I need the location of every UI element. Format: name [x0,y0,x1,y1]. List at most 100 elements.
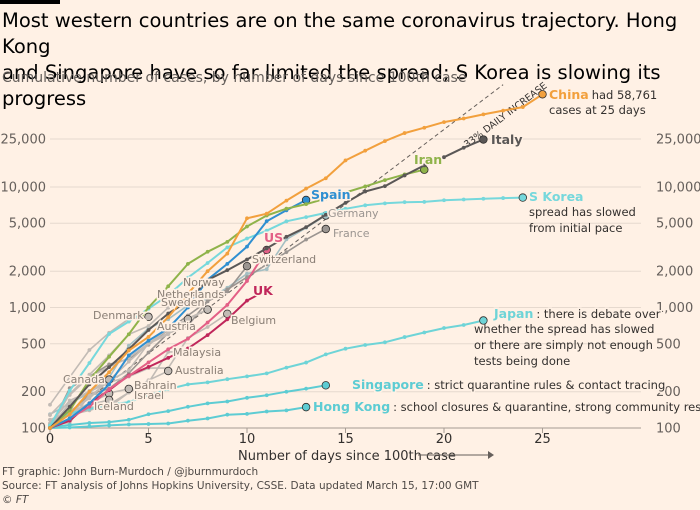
series-hongkong-end-marker [301,402,311,412]
note-singapore: : strict quarantine rules & contact trac… [427,378,666,392]
x-axis-arrow-head [488,451,494,459]
series-sweden-point-6 [166,332,171,337]
series-skorea-point-2 [87,361,92,365]
reference-line-33pct [49,84,504,429]
label-hongkong: Hong Kong [313,399,390,414]
series-china-point-1 [67,412,72,417]
series-skorea-end-marker [518,193,527,202]
series-singapore-point-7 [186,404,190,409]
series-china-end-marker [538,90,547,99]
note-japan-line2: whether the spread has slowed [474,322,654,336]
series-australia-point-5 [146,378,151,383]
series-skorea-point-12 [284,219,289,224]
series-china-point-23 [501,108,505,113]
series-japan-point-19 [422,330,427,335]
series-iran-point-16 [363,184,368,189]
series-germany-point-4 [126,343,131,348]
series-italy-point-3 [107,365,111,370]
series-singapore-point-9 [225,399,230,404]
series-japan-point-20 [442,326,446,330]
series-singapore-point-3 [107,420,111,424]
series-norway-point-5 [146,324,151,328]
series-skorea-point-23 [501,196,505,200]
series-italy-end-marker [479,135,488,144]
series-uk-end-marker [262,286,271,295]
series-japan-point-13 [304,360,308,365]
series-singapore-point-4 [126,417,131,422]
series-austria-point-4 [126,368,131,373]
series-iceland-point-0 [48,417,52,422]
series-italy-point-1 [67,404,72,409]
series-iran-point-13 [304,202,308,207]
label-china: China [549,87,589,102]
series-bahrain-end-marker [124,384,133,394]
x-tick-label-10: 10 [239,432,256,447]
series-iran-point-8 [205,249,210,254]
note-china: had 58,761 [592,88,658,102]
series-hongkong-point-8 [205,416,210,421]
label-germany: Germany [328,207,379,220]
series-hongkong-line [49,406,308,429]
chart-title: Most western countries are on the same c… [2,8,698,112]
series-china-point-20 [442,120,446,125]
ft-topbar [0,0,60,4]
series-switzerland-point-9 [225,289,230,294]
series-japan-point-7 [186,382,190,387]
series-italy-point-13 [304,225,308,230]
series-skorea-point-22 [481,196,486,201]
y-tick-label-left-100: 100 [21,422,46,437]
series-sweden-point-4 [126,359,131,364]
series-us-point-9 [225,303,230,307]
label-spain: Spain [311,187,351,202]
series-italy-point-14 [323,212,328,217]
series-china-point-12 [284,198,289,203]
series-japan-point-11 [264,371,269,376]
series-china-line [49,93,544,429]
series-us-point-6 [166,347,171,352]
series-netherlands-point-0 [48,413,52,417]
footer: FT graphic: John Burn-Murdoch / @jburnmu… [2,465,479,507]
series-uk-point-7 [186,346,190,351]
series-spain-point-11 [264,219,269,224]
series-italy-point-5 [146,328,151,332]
x-tick-label-0: 0 [46,432,54,447]
footer-credit: FT graphic: John Burn-Murdoch / @jburnmu… [2,466,259,478]
series-spain-point-5 [146,338,151,343]
series-sweden-end-marker [203,305,212,314]
label-norway: Norway [183,276,225,289]
series-japan-point-4 [126,400,131,405]
series-italy-point-7 [186,299,190,303]
series-us-point-4 [126,374,131,378]
series-belgium-point-1 [67,398,72,403]
series-japan-point-16 [363,343,368,347]
series-japan-point-8 [205,380,210,385]
series-skorea-point-6 [166,293,171,298]
label-uk: UK [253,283,274,298]
series-us-point-7 [186,336,190,341]
series-italy-point-2 [87,382,92,387]
series-japan-point-5 [146,393,151,398]
y-tick-label-left-2000: 2,000 [9,265,46,280]
series-uk-point-10 [245,298,249,303]
series-germany-point-10 [245,271,249,276]
series-iran-point-10 [245,224,249,229]
series-china-point-11 [264,211,269,216]
y-tick-label-left-25000: 25,000 [1,133,47,148]
x-tick-label-15: 15 [337,432,354,447]
label-belgium: Belgium [231,314,276,327]
series-singapore-point-11 [264,393,269,398]
series-skorea-point-15 [343,206,348,211]
series-iran-point-4 [126,332,131,337]
series-china-point-5 [146,335,151,339]
x-tick-label-5: 5 [144,432,152,447]
series-singapore-point-8 [205,401,210,406]
title-line-2: and Singapore have so far limited the sp… [2,61,661,110]
x-tick-label-20: 20 [436,432,453,447]
series-japan-point-6 [166,387,171,392]
series-hongkong-point-2 [87,424,92,429]
series-china-point-19 [422,125,427,130]
series-norway-point-6 [166,305,171,310]
series-japan-point-21 [461,323,466,327]
series-italy-point-17 [383,184,387,189]
series-china-point-15 [343,158,348,163]
